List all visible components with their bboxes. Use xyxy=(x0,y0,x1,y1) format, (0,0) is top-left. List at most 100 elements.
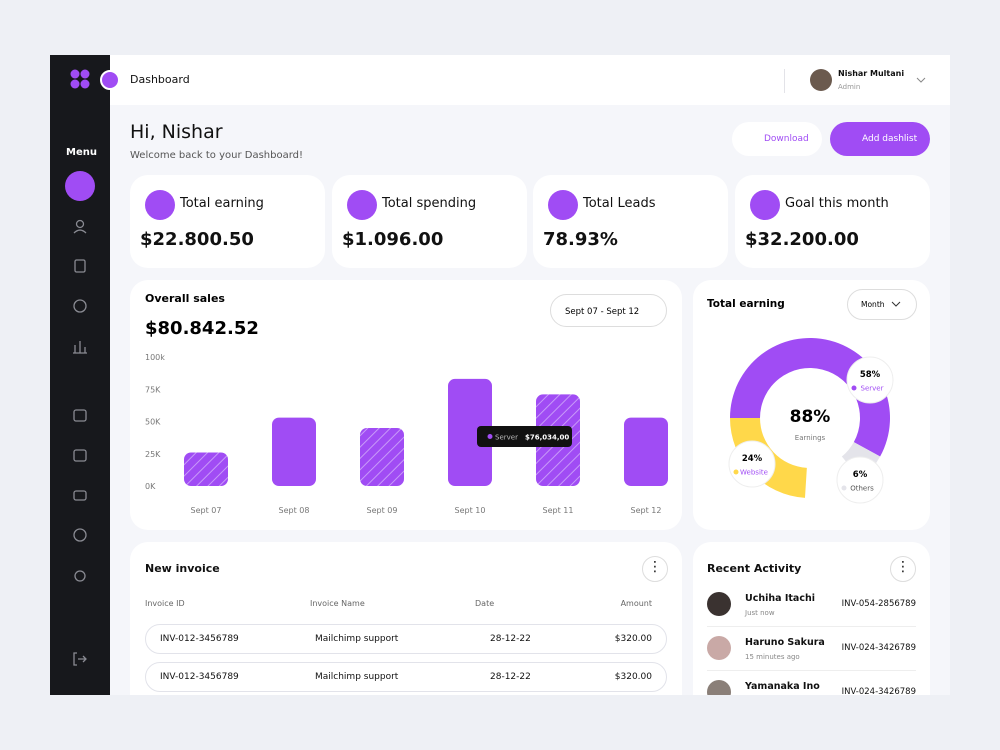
tooltip-series: Server xyxy=(495,434,518,442)
column-header: Date xyxy=(475,599,495,608)
center-disc xyxy=(773,381,847,455)
value-label: 58% xyxy=(860,370,881,380)
invoice-cell: 28-12-22 xyxy=(490,672,531,682)
divider xyxy=(707,670,916,671)
activity-name: Haruno Sakura xyxy=(745,637,825,648)
date-picker[interactable] xyxy=(550,294,667,327)
greeting-subtitle: Welcome back to your Dashboard! xyxy=(130,150,304,161)
activity-menu[interactable]: ⋮ xyxy=(890,556,916,582)
chart-title: Overall sales xyxy=(145,292,225,305)
stat-value: $22.800.50 xyxy=(140,229,254,250)
logo xyxy=(70,69,90,89)
column-header: Amount xyxy=(620,599,652,608)
column-header: Invoice ID xyxy=(145,599,185,608)
tooltip xyxy=(477,426,572,447)
invoice-cell: $320.00 xyxy=(614,634,652,644)
legend-label: Website xyxy=(740,469,768,477)
invoice-cell: Mailchimp support xyxy=(315,634,399,644)
invoice-cell: Mailchimp support xyxy=(315,672,399,682)
activity-card: Recent Activity ⋮ Uchiha Itachi Just now I… xyxy=(693,542,930,695)
stat-label: Goal this month xyxy=(785,196,889,211)
y-tick-label: 100k xyxy=(145,353,165,362)
period-select[interactable] xyxy=(847,289,917,320)
x-tick-label: Sept 11 xyxy=(543,506,574,515)
activity-id: INV-024-3426789 xyxy=(841,643,916,653)
user-role: Admin xyxy=(838,83,861,91)
stat-icon xyxy=(347,190,377,220)
value-label: 6% xyxy=(853,470,868,480)
sidebar: Menu xyxy=(50,55,110,695)
download-button[interactable]: Download xyxy=(732,122,822,156)
activity-avatar xyxy=(707,636,731,660)
invoice-row[interactable]: INV-012-3456789 Mailchimp support 28-12-22… xyxy=(145,624,667,654)
divider xyxy=(707,626,916,627)
bar xyxy=(272,417,316,486)
stat-icon xyxy=(145,190,175,220)
bar xyxy=(184,452,228,486)
label-bubble xyxy=(846,356,894,404)
invoice-cell: 28-12-22 xyxy=(490,634,531,644)
x-tick-label: Sept 07 xyxy=(191,506,222,515)
invoice-cell: $320.00 xyxy=(614,672,652,682)
stat-card: Total earning $22.800.50 xyxy=(130,175,325,268)
divider xyxy=(784,69,785,93)
stat-card: Total spending $1.096.00 xyxy=(332,175,527,268)
stat-label: Total spending xyxy=(382,196,477,211)
header-title: Dashboard xyxy=(130,73,190,86)
activity-avatar xyxy=(707,680,731,695)
x-tick-label: Sept 08 xyxy=(279,506,310,515)
legend-dot xyxy=(733,469,739,475)
x-tick-label: Sept 09 xyxy=(367,506,398,515)
bar xyxy=(448,378,492,486)
invoice-row[interactable]: INV-012-3456789 Mailchimp support 28-12-22… xyxy=(145,662,667,692)
sales-card xyxy=(130,280,682,530)
stat-icon xyxy=(750,190,780,220)
add-button[interactable]: Add dashlist xyxy=(830,122,930,156)
pie-slice xyxy=(730,338,890,457)
tooltip-dot xyxy=(487,434,493,439)
stat-value: $1.096.00 xyxy=(342,229,444,250)
activity-time: Just now xyxy=(745,609,775,617)
stat-value: $32.200.00 xyxy=(745,229,859,250)
stat-card: Goal this month $32.200.00 xyxy=(735,175,930,268)
date-range: Sept 07 - Sept 12 xyxy=(565,307,639,317)
stat-label: Total Leads xyxy=(583,196,656,211)
nav-dashboard[interactable] xyxy=(65,171,95,201)
stat-card: Total Leads 78.93% xyxy=(533,175,728,268)
y-tick-label: 50K xyxy=(145,418,161,427)
chevron xyxy=(891,301,901,307)
legend-label: Server xyxy=(861,385,884,393)
invoice-title: New invoice xyxy=(145,562,220,575)
y-tick-label: 0K xyxy=(145,482,156,491)
invoice-cell: INV-012-3456789 xyxy=(160,672,239,682)
stat-value: 78.93% xyxy=(543,229,618,250)
legend-dot xyxy=(851,385,857,391)
column-header: Invoice Name xyxy=(310,599,365,608)
activity-id: INV-054-2856789 xyxy=(841,599,916,609)
chart-total: $80.842.52 xyxy=(145,318,259,339)
label-bubble xyxy=(728,440,776,488)
invoice-menu[interactable]: ⋮ xyxy=(642,556,668,582)
y-tick-label: 75K xyxy=(145,385,161,394)
label-bubble xyxy=(836,456,884,504)
invoice-cell: INV-012-3456789 xyxy=(160,634,239,644)
y-tick-label: 25K xyxy=(145,450,161,459)
add-label: Add dashlist xyxy=(862,134,918,144)
center-label: Earnings xyxy=(795,434,826,442)
center-value: 88% xyxy=(790,407,831,427)
avatar xyxy=(810,69,832,91)
greeting-title: Hi, Nishar xyxy=(130,121,223,143)
charts: Overall sales $80.842.52 Sept 07 - Sept 12… xyxy=(145,292,901,515)
collapse-button[interactable] xyxy=(100,70,120,90)
legend-label: Others xyxy=(850,485,874,493)
stat-label: Total earning xyxy=(180,196,264,211)
stat-icon xyxy=(548,190,578,220)
x-tick-label: Sept 12 xyxy=(631,506,662,515)
user-menu[interactable] xyxy=(916,76,926,84)
activity-avatar xyxy=(707,592,731,616)
nav-icons xyxy=(73,219,87,666)
download-label: Download xyxy=(764,134,809,144)
activity-title: Recent Activity xyxy=(707,562,802,575)
tooltip-value: $76,034,00 xyxy=(525,434,569,442)
app: Menu Dashboard Nishar Multani Admin Hi, … xyxy=(50,55,950,695)
